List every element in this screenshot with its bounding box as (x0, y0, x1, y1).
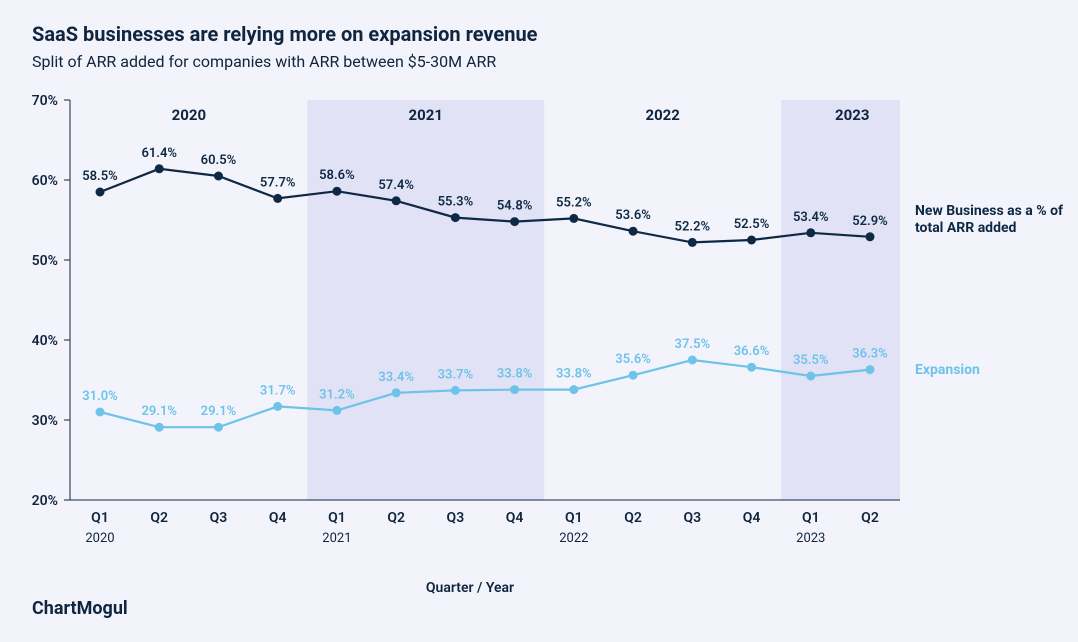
chart-svg: 20% 30% 40% 50% 60% 70% 2020 2021 2022 2023 Q1 Q2 Q3… (0, 0, 1078, 638)
y-tick-label: 20% (32, 493, 58, 509)
series-marker-nb (273, 194, 282, 203)
data-label-ex: 33.7% (438, 367, 474, 382)
series-marker-nb (155, 164, 164, 173)
series-marker-nb (866, 232, 875, 241)
data-label-ex: 33.8% (497, 367, 533, 382)
series-marker-nb (96, 188, 105, 197)
series-marker-nb (392, 196, 401, 205)
series-marker-nb (806, 228, 815, 237)
y-tick-label: 40% (32, 333, 58, 349)
x-tick-label: Q3 (210, 510, 228, 526)
x-tick-label: Q1 (91, 510, 109, 526)
y-tick-label: 30% (32, 413, 58, 429)
series-marker-nb (688, 238, 697, 247)
data-label-nb: 53.6% (615, 208, 651, 223)
data-label-nb: 57.7% (260, 175, 296, 190)
y-tick-label: 50% (32, 253, 58, 269)
series-marker-ex (214, 423, 223, 432)
series-marker-ex (155, 423, 164, 432)
series-marker-ex (510, 385, 519, 394)
y-tick-label: 70% (32, 93, 58, 109)
year-header: 2021 (409, 106, 443, 124)
data-label-ex: 33.4% (378, 370, 414, 385)
data-label-ex: 35.6% (615, 352, 651, 367)
x-tick-label: Q4 (743, 510, 761, 526)
series-marker-ex (747, 363, 756, 372)
x-year-marker: 2023 (796, 531, 825, 546)
x-tick-label: Q1 (328, 510, 346, 526)
year-band (781, 100, 900, 500)
data-label-nb: 54.8% (497, 199, 533, 214)
legend-new-business: New Business as a % of total ARR added (915, 203, 1065, 238)
series-marker-nb (214, 172, 223, 181)
data-label-ex: 29.1% (201, 404, 237, 419)
series-marker-ex (688, 356, 697, 365)
series-marker-nb (629, 227, 638, 236)
data-label-nb: 52.9% (852, 214, 888, 229)
series-marker-ex (569, 385, 578, 394)
data-label-nb: 58.5% (82, 169, 118, 184)
x-year-marker: 2021 (322, 531, 351, 546)
series-marker-nb (510, 217, 519, 226)
data-label-nb: 52.5% (734, 217, 770, 232)
series-marker-ex (451, 386, 460, 395)
series-marker-ex (273, 402, 282, 411)
x-tick-label: Q2 (624, 510, 642, 526)
x-tick-label: Q2 (150, 510, 168, 526)
series-marker-ex (332, 406, 341, 415)
x-tick-label: Q2 (387, 510, 405, 526)
year-band (307, 100, 544, 500)
data-label-nb: 53.4% (793, 210, 829, 225)
year-header: 2022 (645, 106, 680, 124)
x-axis-caption: Quarter / Year (370, 580, 570, 596)
x-tick-label: Q2 (861, 510, 879, 526)
series-marker-ex (96, 408, 105, 417)
chart-plot: 20% 30% 40% 50% 60% 70% 2020 2021 2022 2023 Q1 Q2 Q3… (0, 0, 1078, 642)
x-tick-label: Q3 (447, 510, 465, 526)
x-tick-label: Q1 (565, 510, 583, 526)
data-label-ex: 29.1% (141, 404, 177, 419)
x-tick-label: Q4 (506, 510, 524, 526)
data-label-ex: 31.0% (82, 389, 118, 404)
x-year-marker: 2022 (559, 531, 588, 546)
x-tick-label: Q4 (269, 510, 287, 526)
data-label-nb: 61.4% (141, 146, 177, 161)
data-label-nb: 58.6% (319, 168, 355, 183)
year-header: 2023 (835, 106, 869, 124)
data-label-nb: 57.4% (378, 178, 414, 193)
series-marker-ex (866, 365, 875, 374)
data-label-nb: 52.2% (675, 219, 711, 234)
data-label-ex: 31.7% (260, 383, 296, 398)
series-marker-nb (332, 187, 341, 196)
series-marker-nb (747, 236, 756, 245)
data-label-ex: 37.5% (675, 337, 711, 352)
series-marker-ex (392, 388, 401, 397)
data-label-ex: 33.8% (556, 367, 592, 382)
series-marker-nb (451, 213, 460, 222)
x-tick-label: Q3 (683, 510, 701, 526)
data-label-nb: 60.5% (201, 153, 237, 168)
series-marker-ex (629, 371, 638, 380)
x-tick-label: Q1 (802, 510, 820, 526)
year-header: 2020 (172, 106, 206, 124)
legend-expansion: Expansion (915, 362, 1065, 380)
series-marker-ex (806, 372, 815, 381)
data-label-ex: 36.3% (852, 347, 888, 362)
data-label-nb: 55.3% (438, 195, 474, 210)
data-label-nb: 55.2% (556, 195, 592, 210)
brand-logo-text: ChartMogul (32, 598, 128, 619)
y-tick-label: 60% (32, 173, 58, 189)
data-label-ex: 31.2% (319, 387, 355, 402)
data-label-ex: 35.5% (793, 353, 829, 368)
series-marker-nb (569, 214, 578, 223)
data-label-ex: 36.6% (734, 344, 770, 359)
x-year-marker: 2020 (85, 531, 114, 546)
